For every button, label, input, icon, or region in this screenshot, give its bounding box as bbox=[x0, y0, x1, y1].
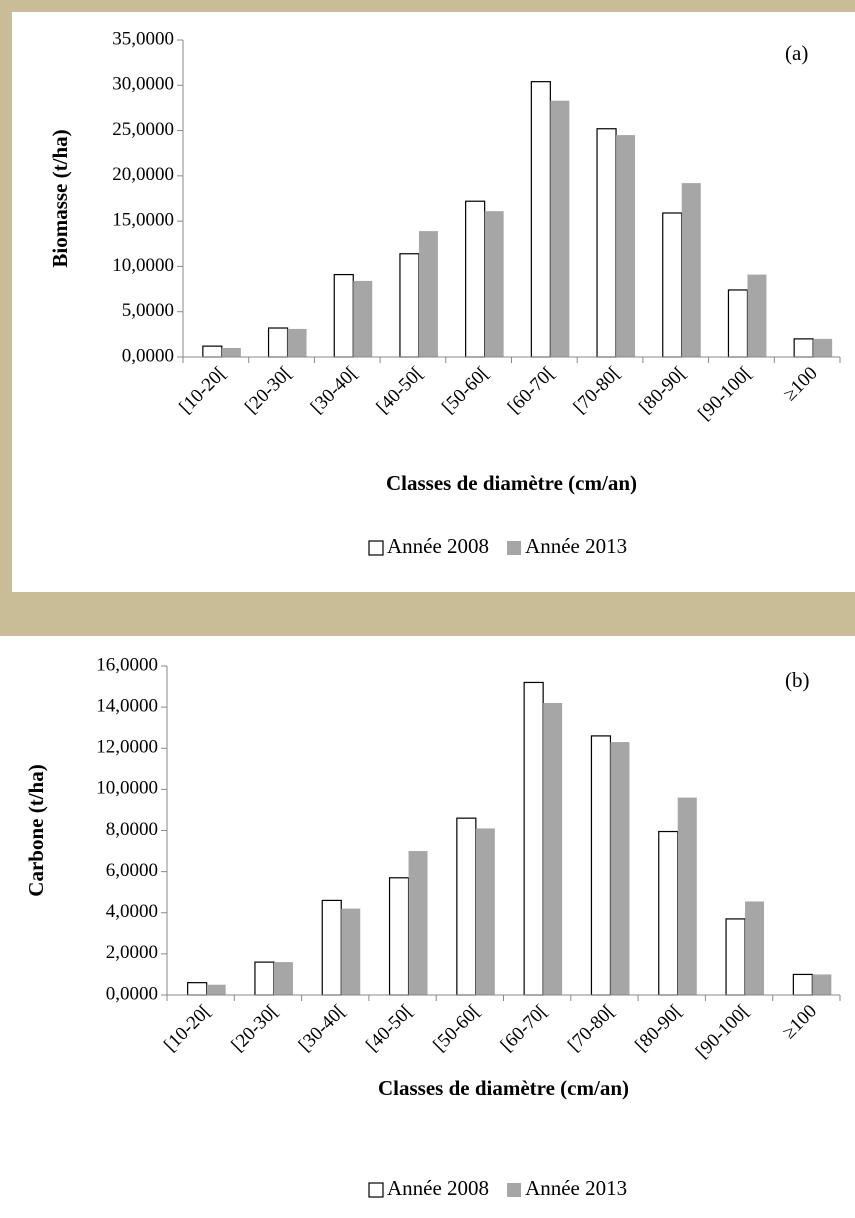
y-axis-label: Carbone (t/ha) bbox=[24, 764, 48, 896]
bar bbox=[465, 200, 486, 358]
annotation: (a) bbox=[785, 41, 808, 65]
bar bbox=[658, 830, 679, 996]
y-tick-label: 14,0000 bbox=[96, 695, 158, 716]
bar bbox=[484, 211, 504, 357]
bar bbox=[388, 877, 410, 996]
bar bbox=[793, 338, 814, 358]
annotation: (b) bbox=[785, 668, 810, 692]
legend-label: Année 2008 bbox=[387, 1176, 489, 1200]
x-axis-label: Classes de diamètre (cm/an) bbox=[378, 1076, 629, 1100]
bar bbox=[273, 962, 293, 995]
bar bbox=[287, 328, 307, 357]
bar bbox=[341, 908, 361, 995]
y-tick-label: 0,0000 bbox=[122, 345, 174, 366]
y-tick-label: 16,0000 bbox=[96, 654, 158, 675]
bar bbox=[399, 253, 420, 358]
bar bbox=[187, 982, 208, 996]
y-tick-label: 20,0000 bbox=[112, 164, 174, 185]
y-tick-label: 10,0000 bbox=[112, 255, 174, 276]
bar bbox=[418, 231, 438, 357]
y-axis-label: Biomasse (t/ha) bbox=[48, 129, 72, 267]
x-axis-label: Classes de diamètre (cm/an) bbox=[386, 471, 637, 495]
legend-label: Année 2013 bbox=[525, 1176, 627, 1200]
bar bbox=[456, 817, 477, 996]
bar bbox=[725, 918, 746, 996]
y-tick-label: 35,0000 bbox=[112, 28, 174, 49]
bar bbox=[550, 100, 570, 357]
bar bbox=[221, 347, 241, 357]
legend-swatch bbox=[507, 541, 522, 555]
bar bbox=[747, 274, 767, 357]
y-tick-label: 25,0000 bbox=[112, 119, 174, 140]
y-tick-label: 2,0000 bbox=[106, 942, 158, 963]
bar bbox=[610, 742, 630, 995]
legend-label: Année 2013 bbox=[525, 534, 627, 558]
y-tick-label: 12,0000 bbox=[96, 737, 158, 758]
bar bbox=[333, 273, 354, 358]
y-tick-label: 5,0000 bbox=[122, 300, 174, 321]
bar bbox=[677, 797, 697, 995]
bar bbox=[812, 974, 832, 995]
legend-label: Année 2008 bbox=[387, 534, 489, 558]
bar bbox=[202, 345, 223, 358]
y-tick-label: 8,0000 bbox=[106, 819, 158, 840]
bar bbox=[254, 961, 275, 996]
bar bbox=[792, 973, 813, 996]
bar bbox=[813, 338, 833, 357]
legend-swatch bbox=[368, 1182, 384, 1198]
bar bbox=[475, 828, 495, 995]
y-tick-label: 15,0000 bbox=[112, 210, 174, 231]
bar bbox=[530, 81, 551, 358]
bar bbox=[596, 128, 617, 358]
y-tick-label: 6,0000 bbox=[106, 860, 158, 881]
bar bbox=[321, 899, 342, 996]
bar bbox=[662, 212, 683, 358]
bar bbox=[353, 280, 373, 357]
bar bbox=[523, 681, 544, 996]
bar bbox=[616, 135, 636, 357]
y-tick-label: 30,0000 bbox=[112, 74, 174, 95]
bar bbox=[590, 735, 612, 996]
bar bbox=[206, 984, 226, 995]
y-tick-label: 10,0000 bbox=[96, 778, 158, 799]
y-tick-label: 4,0000 bbox=[106, 901, 158, 922]
legend-swatch bbox=[507, 1183, 522, 1197]
bar bbox=[681, 183, 701, 357]
bar bbox=[267, 327, 289, 358]
bar bbox=[543, 703, 563, 995]
bar bbox=[408, 851, 428, 995]
legend-swatch bbox=[368, 540, 384, 556]
bar bbox=[727, 289, 749, 358]
y-tick-label: 0,0000 bbox=[106, 983, 158, 1004]
bar bbox=[745, 901, 765, 995]
